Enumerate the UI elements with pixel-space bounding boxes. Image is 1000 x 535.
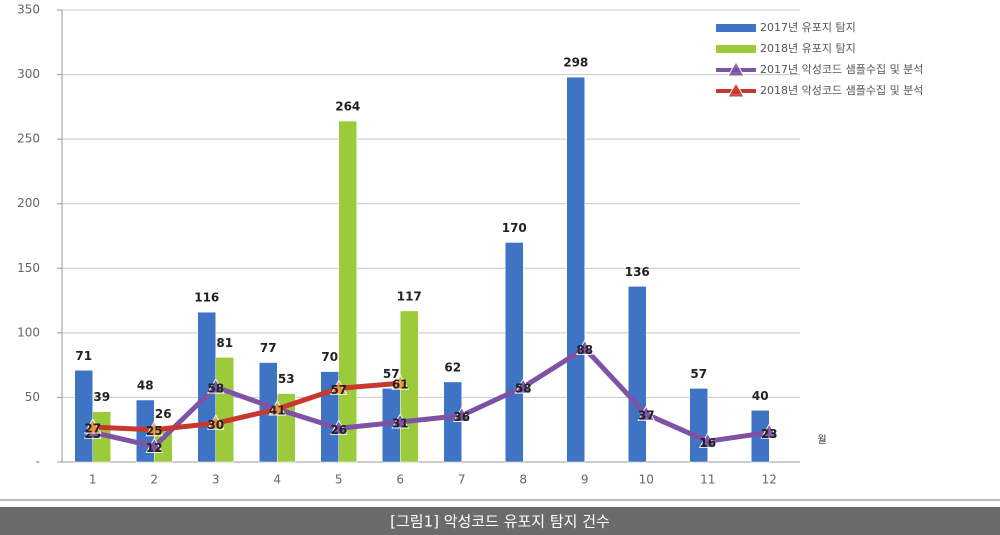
bar-value-label: 39 [93,390,110,404]
line-marker [637,405,656,421]
bar-value-label: 264 [335,100,360,114]
line [92,380,401,433]
bar-value-label: 116 [194,291,219,305]
line-value-label: 31 [392,416,409,430]
line-value-label: 16 [699,436,716,450]
line-value-label: 12 [146,441,163,455]
bar-value-label: 298 [563,56,588,70]
legend-label: 2017년 악성코드 샘플수집 및 분석 [760,63,923,76]
line [92,345,770,450]
x-tick-label: 3 [212,473,220,487]
x-tick-label: 7 [458,473,466,487]
x-tick-label: 9 [581,473,589,487]
bar-value-label: 136 [625,265,650,279]
bar-value-label: 62 [444,360,461,374]
x-tick-label: 5 [335,473,343,487]
line-marker [760,423,779,439]
x-tick-label: 4 [273,473,281,487]
line-value-label: 26 [330,423,347,437]
bar-value-label: 26 [155,407,172,421]
y-tick-label: 250 [17,132,40,146]
bar-value-label: 53 [278,372,295,386]
x-tick-label: 10 [639,473,654,487]
legend-label: 2017년 유포지 탐지 [760,21,856,34]
line-marker [145,420,164,437]
line-marker [514,378,533,394]
bar [689,388,708,463]
line-marker [329,379,348,395]
line-marker [391,374,410,390]
line-marker [268,400,287,416]
line-value-label: 23 [761,427,778,441]
bar-value-label: 57 [383,367,400,381]
line-value-label: 27 [84,422,101,436]
line-value-label: 61 [392,378,409,392]
line-marker [575,339,594,355]
bar-value-label: 81 [216,336,233,350]
y-tick-label: 300 [17,67,40,81]
line-value-label: 37 [638,409,655,423]
bar [566,76,585,463]
line-marker [329,419,348,435]
line-value-label: 30 [207,418,224,432]
y-tick-label: 50 [25,390,40,404]
x-tick-label: 11 [700,473,715,487]
line-value-label: 41 [269,404,286,418]
line-value-label: 88 [576,343,593,357]
line-marker [727,60,745,77]
legend-swatch [716,24,756,32]
line-marker [206,378,225,394]
y-tick-label: 200 [17,196,40,210]
bar-value-label: 40 [752,389,769,403]
line-marker [391,412,410,429]
y-tick-label: - [36,455,40,469]
bar [505,242,524,463]
line-value-label: 57 [330,383,347,397]
bar [628,286,647,463]
x-axis-label: 월 [817,434,826,446]
y-tick-label: 350 [17,3,40,17]
y-tick-label: 100 [17,325,40,339]
bar-value-label: 48 [137,379,154,393]
x-tick-label: 8 [519,473,527,487]
line-marker [727,81,745,98]
legend-swatch [716,45,756,53]
line-value-label: 58 [207,382,224,396]
bar-value-label: 77 [260,341,277,355]
x-tick-label: 2 [150,473,158,487]
legend-label: 2018년 유포지 탐지 [760,42,856,55]
line-marker [83,418,102,434]
line-value-label: 36 [453,410,470,424]
line-marker [206,414,225,430]
x-tick-label: 1 [89,473,97,487]
bar [215,357,234,463]
legend-label: 2018년 악성코드 샘플수집 및 분석 [760,84,923,97]
bar-value-label: 70 [321,350,338,364]
line-value-label: 58 [515,382,532,396]
y-tick-label: 150 [17,261,40,275]
bar-value-label: 170 [502,221,527,235]
line-marker [145,437,164,454]
bar-value-label: 57 [690,367,707,381]
line-value-label: 25 [146,424,163,438]
line-marker [698,432,717,448]
bar [74,370,93,463]
bar [338,120,357,463]
caption: [그림1] 악성코드 유포지 탐지 건수 [390,513,610,531]
caption-bar [0,507,1000,535]
x-tick-label: 12 [762,473,777,487]
bar-value-label: 71 [75,349,92,363]
bar-value-label: 117 [397,289,422,303]
x-tick-label: 6 [396,473,404,487]
line-marker [452,406,471,423]
